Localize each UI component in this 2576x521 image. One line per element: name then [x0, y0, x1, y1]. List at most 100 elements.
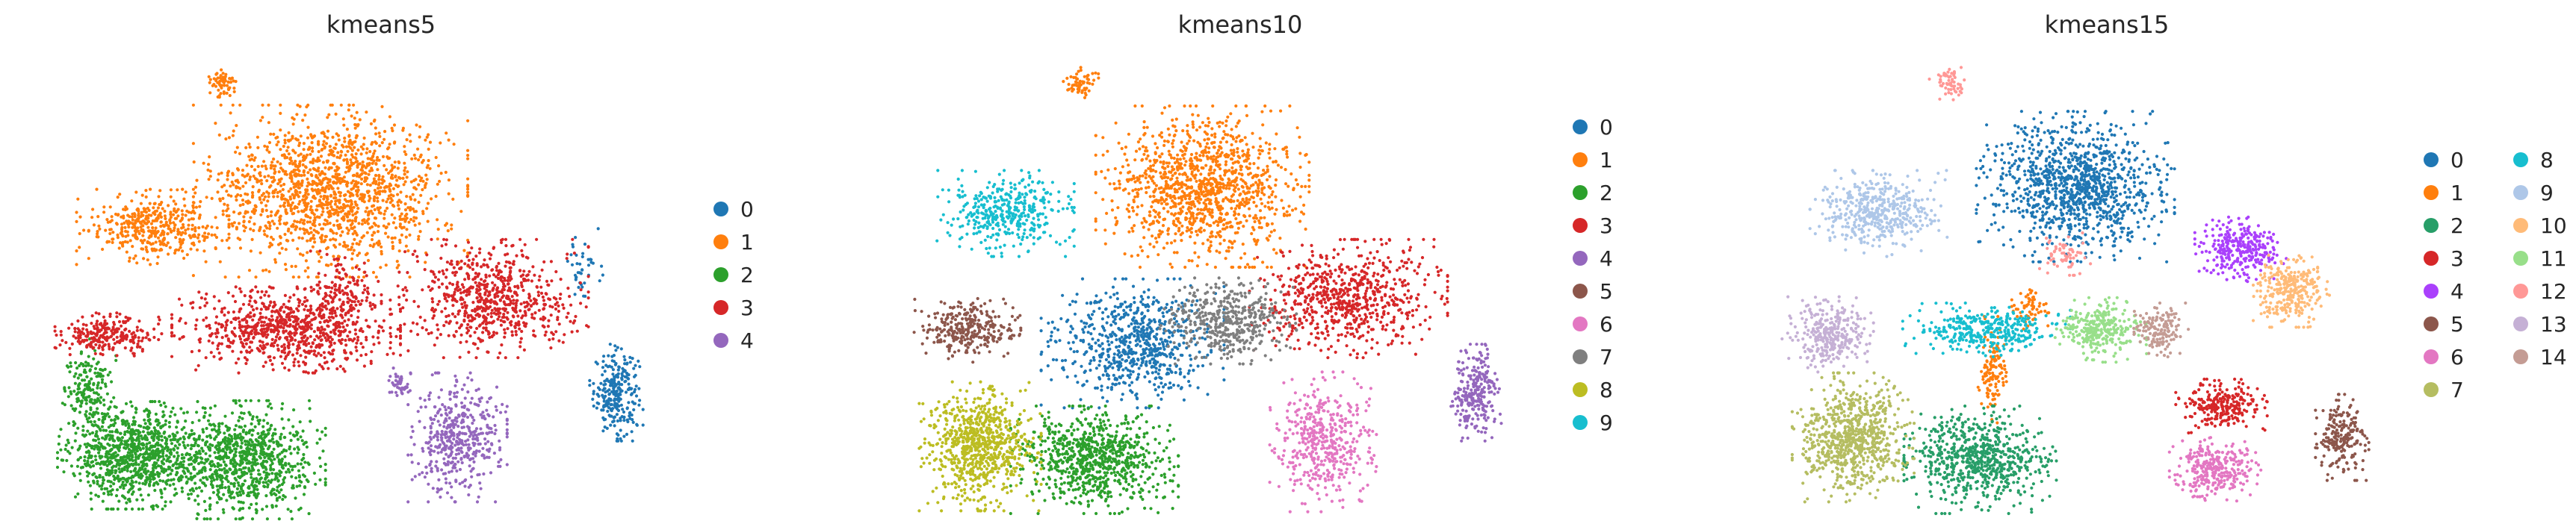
point: [267, 150, 271, 154]
point: [248, 158, 252, 162]
point: [186, 493, 191, 496]
point: [178, 237, 182, 241]
point: [87, 355, 90, 358]
point: [221, 75, 225, 79]
point: [197, 486, 202, 490]
point: [137, 209, 140, 213]
point: [516, 314, 520, 318]
point: [427, 285, 430, 289]
point: [156, 236, 161, 240]
point: [508, 278, 512, 282]
point: [266, 422, 270, 425]
point: [148, 202, 152, 205]
point: [254, 450, 258, 454]
point: [125, 250, 129, 254]
point: [584, 305, 588, 309]
point: [504, 356, 507, 360]
point: [350, 143, 354, 146]
point: [293, 447, 297, 451]
point: [453, 334, 456, 338]
point: [257, 472, 261, 476]
point: [303, 219, 306, 222]
point: [229, 468, 232, 472]
point: [279, 166, 283, 170]
point: [187, 477, 191, 481]
point: [144, 445, 149, 449]
point: [430, 297, 434, 301]
point: [295, 113, 299, 116]
point: [193, 474, 196, 478]
point: [353, 173, 356, 177]
point: [377, 175, 381, 178]
point: [374, 216, 378, 220]
point: [140, 465, 144, 469]
point: [172, 478, 176, 481]
point: [218, 260, 222, 263]
point: [244, 431, 248, 434]
point: [229, 481, 233, 485]
point: [151, 249, 155, 252]
point: [477, 337, 480, 340]
point: [586, 325, 590, 328]
point: [479, 340, 483, 343]
point: [243, 440, 247, 443]
point: [317, 166, 321, 170]
point: [211, 422, 215, 426]
point: [126, 422, 130, 425]
point: [332, 255, 335, 258]
point: [86, 387, 90, 391]
point: [304, 440, 308, 444]
point: [275, 489, 279, 493]
point: [208, 503, 212, 507]
point: [465, 255, 469, 258]
point: [196, 236, 199, 240]
point: [430, 287, 434, 290]
point: [152, 206, 155, 210]
point: [484, 275, 488, 279]
point: [539, 285, 543, 289]
point: [353, 217, 357, 221]
point: [606, 389, 610, 393]
point: [631, 420, 635, 424]
point: [334, 208, 338, 212]
point: [153, 229, 157, 233]
point: [136, 226, 140, 230]
point: [253, 455, 256, 459]
point: [133, 215, 137, 219]
point: [471, 316, 474, 319]
point: [366, 157, 370, 160]
point: [153, 219, 157, 222]
point: [332, 196, 336, 200]
point: [388, 190, 392, 193]
point: [287, 418, 291, 422]
point: [204, 458, 208, 461]
point: [321, 143, 325, 147]
point: [589, 258, 593, 261]
point: [244, 399, 248, 402]
point: [173, 226, 176, 230]
point: [565, 315, 569, 319]
point: [525, 305, 529, 308]
point: [477, 324, 481, 328]
point: [503, 335, 507, 339]
point: [485, 289, 489, 293]
point: [208, 406, 212, 410]
point: [573, 293, 577, 296]
point: [87, 257, 90, 260]
point: [291, 468, 294, 472]
point: [294, 496, 297, 500]
point: [346, 190, 350, 193]
point: [156, 505, 160, 508]
point: [450, 227, 453, 231]
point: [383, 163, 386, 167]
point: [234, 424, 238, 428]
point: [146, 258, 149, 262]
point: [125, 501, 129, 505]
point: [291, 433, 295, 437]
point: [187, 458, 191, 461]
point: [129, 454, 132, 458]
point: [276, 226, 279, 230]
point: [393, 165, 397, 169]
point: [201, 225, 205, 229]
point: [256, 440, 260, 443]
